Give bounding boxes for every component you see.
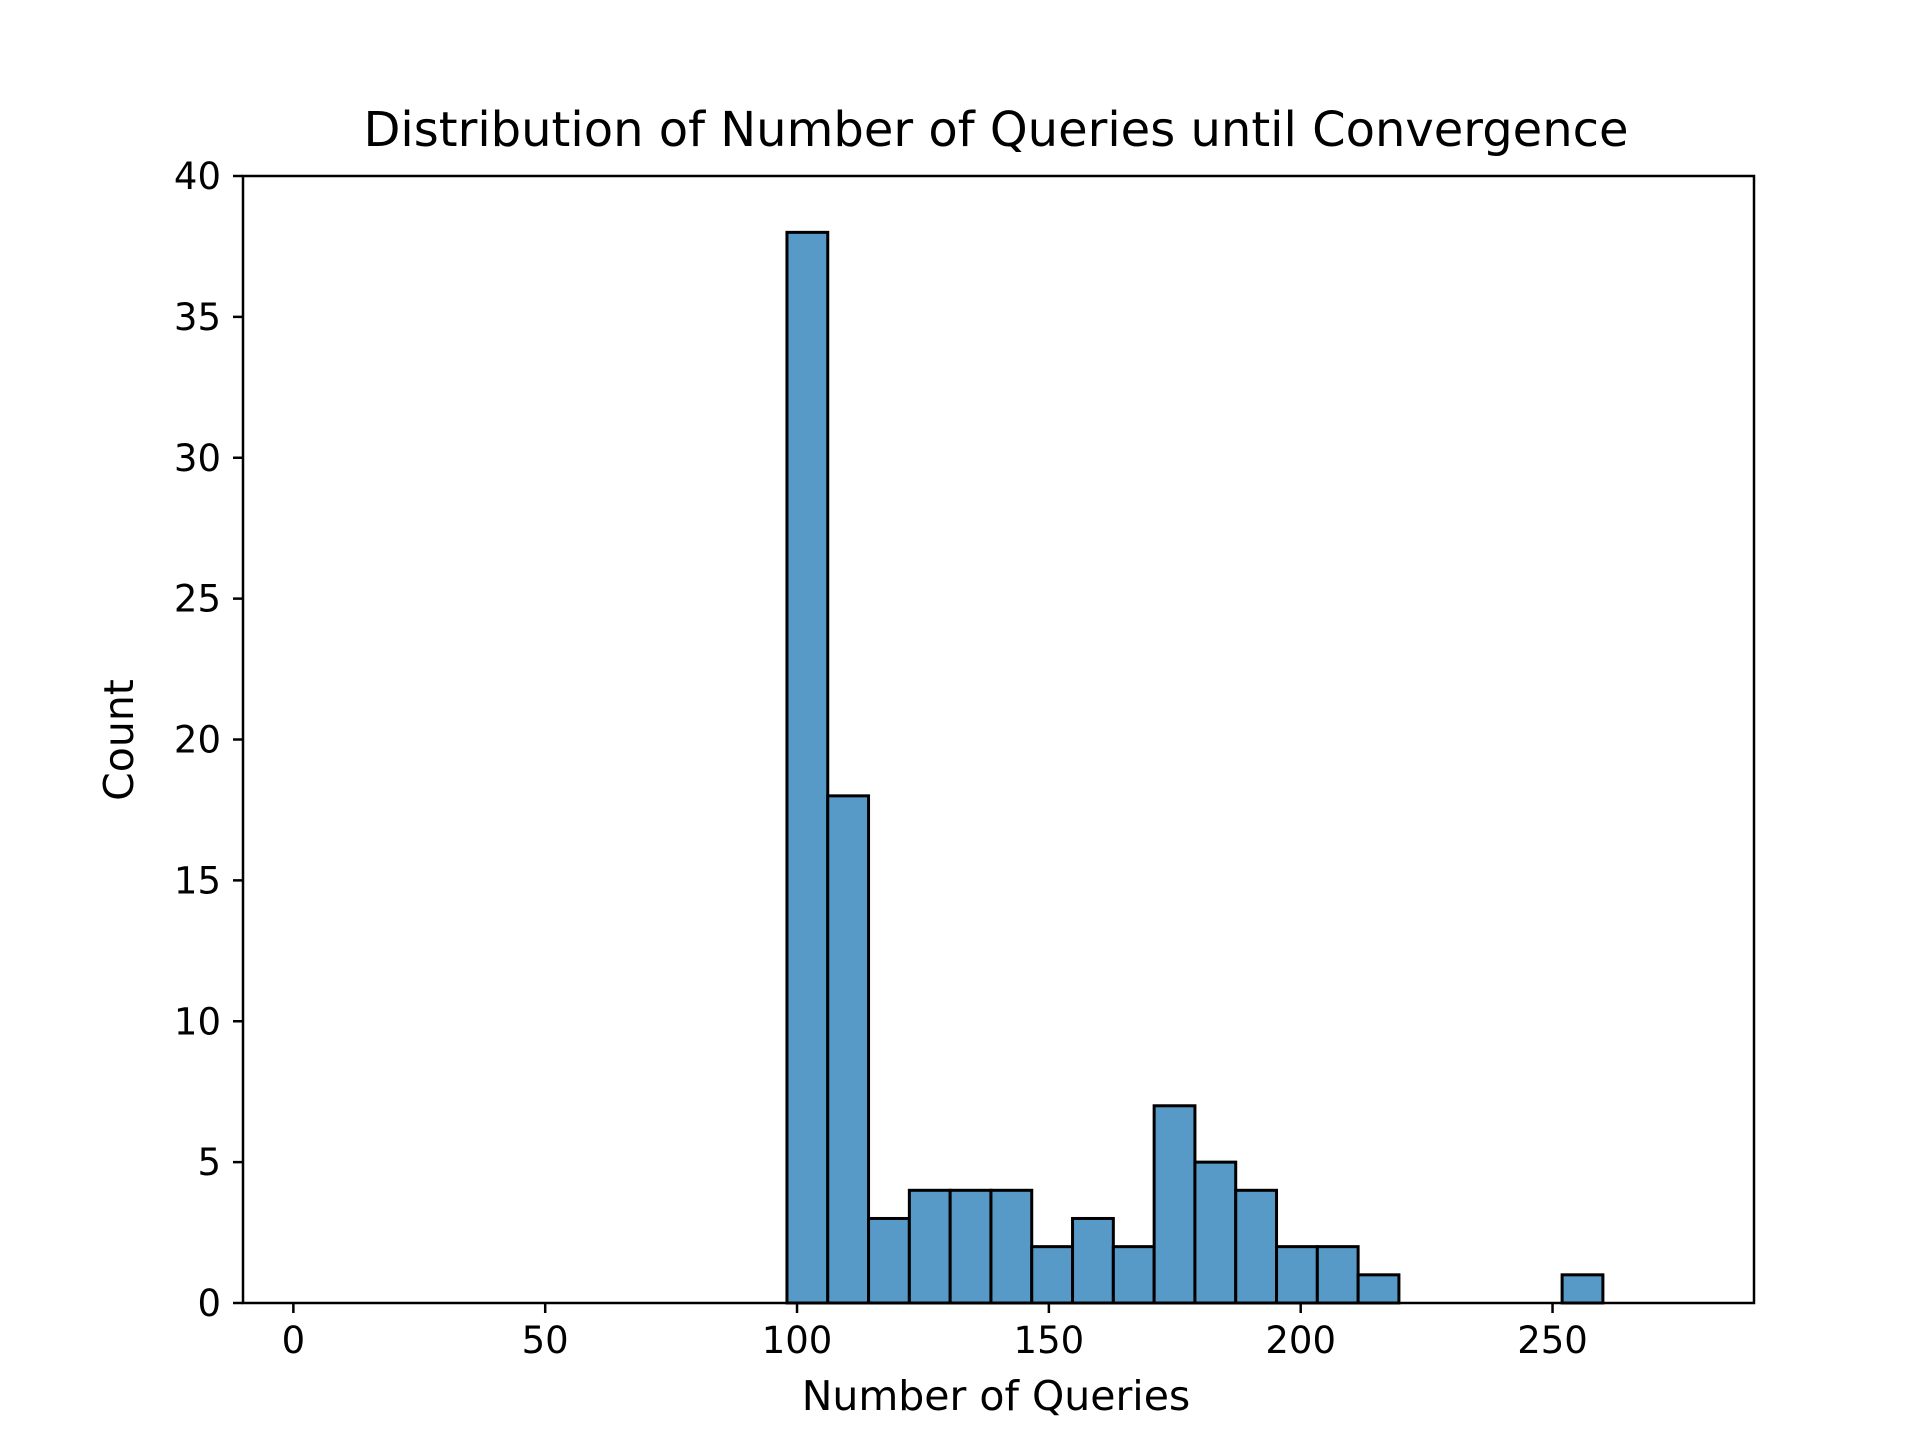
x-tick-label-4: 200 — [1265, 1319, 1336, 1362]
y-tick-label-2: 10 — [174, 1000, 221, 1043]
y-tick-label-7: 35 — [174, 296, 221, 339]
y-tick-label-6: 30 — [174, 437, 221, 480]
histogram-bar-7 — [1071, 1216, 1115, 1305]
histogram-bar-2 — [867, 1216, 911, 1305]
histogram-bar-6 — [1030, 1245, 1075, 1305]
histogram-bar-11 — [1234, 1188, 1279, 1305]
x-tick-label-0: 0 — [282, 1319, 306, 1362]
chart-title: Distribution of Number of Queries until … — [363, 102, 1628, 158]
x-tick-label-1: 50 — [522, 1319, 569, 1362]
x-tick-label-5: 250 — [1517, 1319, 1588, 1362]
y-tick-label-8: 40 — [174, 155, 221, 198]
y-tick-label-0: 0 — [197, 1282, 221, 1325]
y-tick-label-3: 15 — [174, 859, 221, 902]
ticks-layer: 0 50 100 150 200 250 0 5 10 15 20 25 30 35 40 — [174, 155, 1588, 1362]
histogram-bar-5 — [989, 1188, 1034, 1305]
histogram-bar-13 — [1315, 1245, 1360, 1305]
y-tick-label-4: 20 — [174, 719, 221, 762]
y-tick-label-1: 5 — [197, 1141, 221, 1184]
y-tick-label-5: 25 — [174, 578, 221, 621]
histogram-bar-9 — [1152, 1104, 1197, 1305]
x-tick-label-3: 150 — [1014, 1319, 1085, 1362]
histogram-bar-14 — [1356, 1273, 1401, 1305]
histogram-bar-4 — [948, 1188, 993, 1305]
histogram-bar-3 — [907, 1188, 952, 1305]
histogram-bar-12 — [1275, 1245, 1319, 1305]
histogram-bar-8 — [1111, 1245, 1156, 1305]
histogram-bar-19 — [1560, 1273, 1605, 1305]
bars-layer — [785, 230, 1605, 1305]
x-tick-label-2: 100 — [762, 1319, 833, 1362]
histogram-bar-0 — [785, 230, 830, 1305]
histogram-bar-1 — [826, 794, 871, 1305]
x-axis-title: Number of Queries — [802, 1372, 1191, 1420]
y-axis-title: Count — [95, 679, 143, 801]
plot-area-frame — [241, 174, 1756, 1305]
histogram-bar-10 — [1193, 1160, 1238, 1305]
